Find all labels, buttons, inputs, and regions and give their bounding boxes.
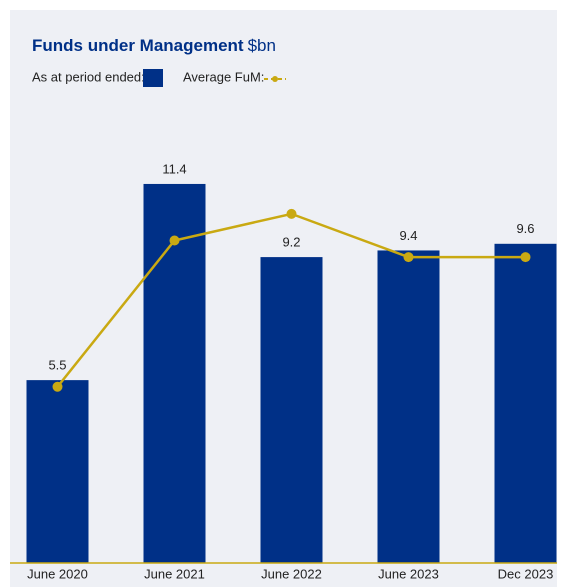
x-tick-label: Dec 2023: [498, 566, 554, 581]
line-point: [52, 381, 63, 392]
bar: [377, 250, 440, 563]
x-tick-label: June 2022: [261, 566, 322, 581]
legend-bar-label: As at period ended:: [32, 69, 145, 84]
value-label: 9.6: [516, 221, 534, 236]
bar: [143, 183, 206, 563]
title-text: Funds under Management: [32, 36, 244, 55]
unit: $bn: [248, 36, 276, 55]
legend-bar-swatch: [143, 69, 163, 87]
bar: [26, 380, 89, 563]
value-label: 9.2: [282, 235, 300, 250]
bar: [494, 243, 557, 564]
x-tick-label: June 2020: [27, 566, 88, 581]
value-label: 9.4: [399, 228, 417, 243]
bar: [260, 257, 323, 563]
line-point: [169, 235, 180, 246]
line-point: [520, 252, 531, 263]
legend-line-label: Average FuM:: [183, 69, 264, 84]
chart-title: Funds under Management $bn: [32, 36, 276, 55]
x-tick-label: June 2021: [144, 566, 205, 581]
line-point: [286, 208, 297, 219]
x-tick-label: June 2023: [378, 566, 439, 581]
value-label: 5.5: [48, 358, 66, 373]
legend-line-dot: [272, 76, 278, 82]
value-label: 11.4: [162, 161, 186, 176]
line-point: [403, 252, 414, 263]
